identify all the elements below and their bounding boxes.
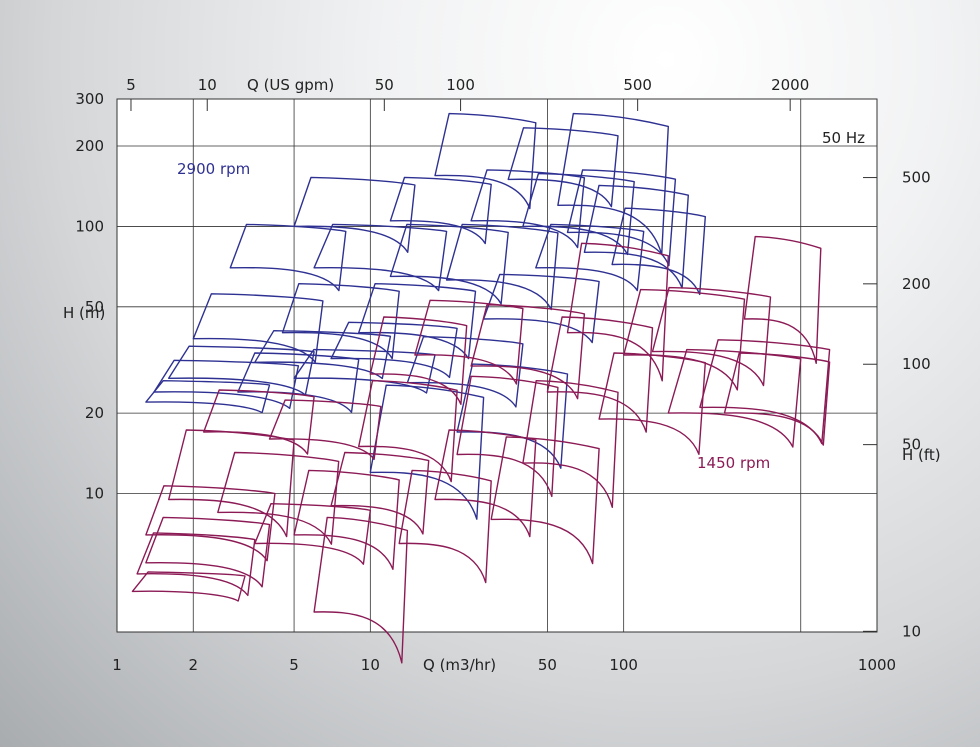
curve-region <box>470 169 586 249</box>
curve-region <box>623 288 746 391</box>
curve-region <box>566 242 669 382</box>
curve-region <box>145 380 271 414</box>
y-left-tick-label: 10 <box>85 485 104 503</box>
y-right-axis-title: H (ft) <box>902 446 941 464</box>
curve-region <box>358 283 477 360</box>
curve-region <box>281 283 400 360</box>
curve-region <box>369 316 468 405</box>
curve-region <box>217 451 340 545</box>
curve-region <box>611 207 706 296</box>
y-right-tick-label: 10 <box>902 622 921 640</box>
series-label-1450rpm: 1450 rpm <box>697 454 770 472</box>
curve-region <box>168 345 315 396</box>
curve-region <box>490 436 600 565</box>
x-top-tick-label: 100 <box>446 76 475 94</box>
x-top-tick-label: 2000 <box>771 76 809 94</box>
curve-region <box>131 571 246 602</box>
grid-lines <box>117 99 877 632</box>
curve-region <box>293 469 400 570</box>
axis-labels: 1 2 5 10 50 100 1000 5 10 50 100 500 2000 300 200 100 50… <box>75 76 930 674</box>
curve-region <box>546 316 654 433</box>
curve-region <box>522 172 635 256</box>
y-right-tick-label: 100 <box>902 355 931 373</box>
curve-region <box>313 223 448 292</box>
series-label-2900rpm: 2900 rpm <box>177 160 250 178</box>
curve-region <box>145 485 276 562</box>
curve-region <box>434 429 537 538</box>
curve-region <box>723 352 831 446</box>
y-right-tick-label: 200 <box>902 275 931 293</box>
y-right-tick-label: 500 <box>902 169 931 187</box>
curve-region <box>254 503 371 565</box>
curve-region <box>434 112 537 210</box>
curve-region <box>743 235 822 364</box>
x-top-axis-title: Q (US gpm) <box>247 76 334 94</box>
curve-region <box>330 451 430 535</box>
curve-region <box>414 299 524 385</box>
curve-region <box>203 389 315 455</box>
curve-region <box>313 516 409 664</box>
y-left-tick-label: 50 <box>85 298 104 316</box>
series-1450rpm <box>131 235 831 664</box>
curve-region <box>482 273 600 344</box>
curve-region <box>358 380 458 483</box>
x-bottom-tick-label: 2 <box>188 656 198 674</box>
curve-region <box>406 336 524 408</box>
curve-region <box>470 304 586 400</box>
curve-region <box>398 469 492 584</box>
curve-region <box>229 223 347 292</box>
curve-region <box>293 176 416 253</box>
x-bottom-tick-label: 10 <box>361 656 380 674</box>
curve-region <box>566 169 677 267</box>
x-top-tick-label: 500 <box>623 76 652 94</box>
x-bottom-tick-label: 1000 <box>858 656 896 674</box>
y-left-tick-label: 100 <box>75 217 104 235</box>
y-left-tick-label: 20 <box>85 404 104 422</box>
y-right-tick-label: 50 <box>902 436 921 454</box>
x-bottom-tick-label: 5 <box>289 656 299 674</box>
x-top-tick-label: 50 <box>375 76 394 94</box>
curve-region <box>145 516 271 588</box>
curve-region <box>254 330 392 380</box>
curve-region <box>389 176 492 245</box>
curve-region <box>389 223 509 305</box>
curve-region <box>153 359 300 409</box>
x-top-tick-label: 5 <box>126 76 136 94</box>
curve-region <box>136 532 256 597</box>
x-bottom-axis-title: Q (m3/hr) <box>423 656 496 674</box>
curve-region <box>651 286 772 387</box>
x-top-tick-label: 10 <box>198 76 217 94</box>
curve-region <box>456 375 559 498</box>
y-left-axis-title: H (m) <box>63 304 105 322</box>
x-bottom-tick-label: 1 <box>112 656 122 674</box>
frequency-label: 50 Hz <box>822 129 865 147</box>
curve-region <box>268 399 382 460</box>
curve-region <box>667 348 802 448</box>
curve-region <box>522 380 619 508</box>
y-left-tick-label: 200 <box>75 137 104 155</box>
x-bottom-tick-label: 100 <box>609 656 638 674</box>
curve-region <box>330 321 458 379</box>
curve-region <box>535 223 645 292</box>
curve-region <box>699 339 831 445</box>
x-bottom-tick-label: 50 <box>538 656 557 674</box>
y-left-tick-label: 300 <box>75 90 104 108</box>
axis-ticks <box>130 99 877 632</box>
performance-curves <box>131 112 831 664</box>
